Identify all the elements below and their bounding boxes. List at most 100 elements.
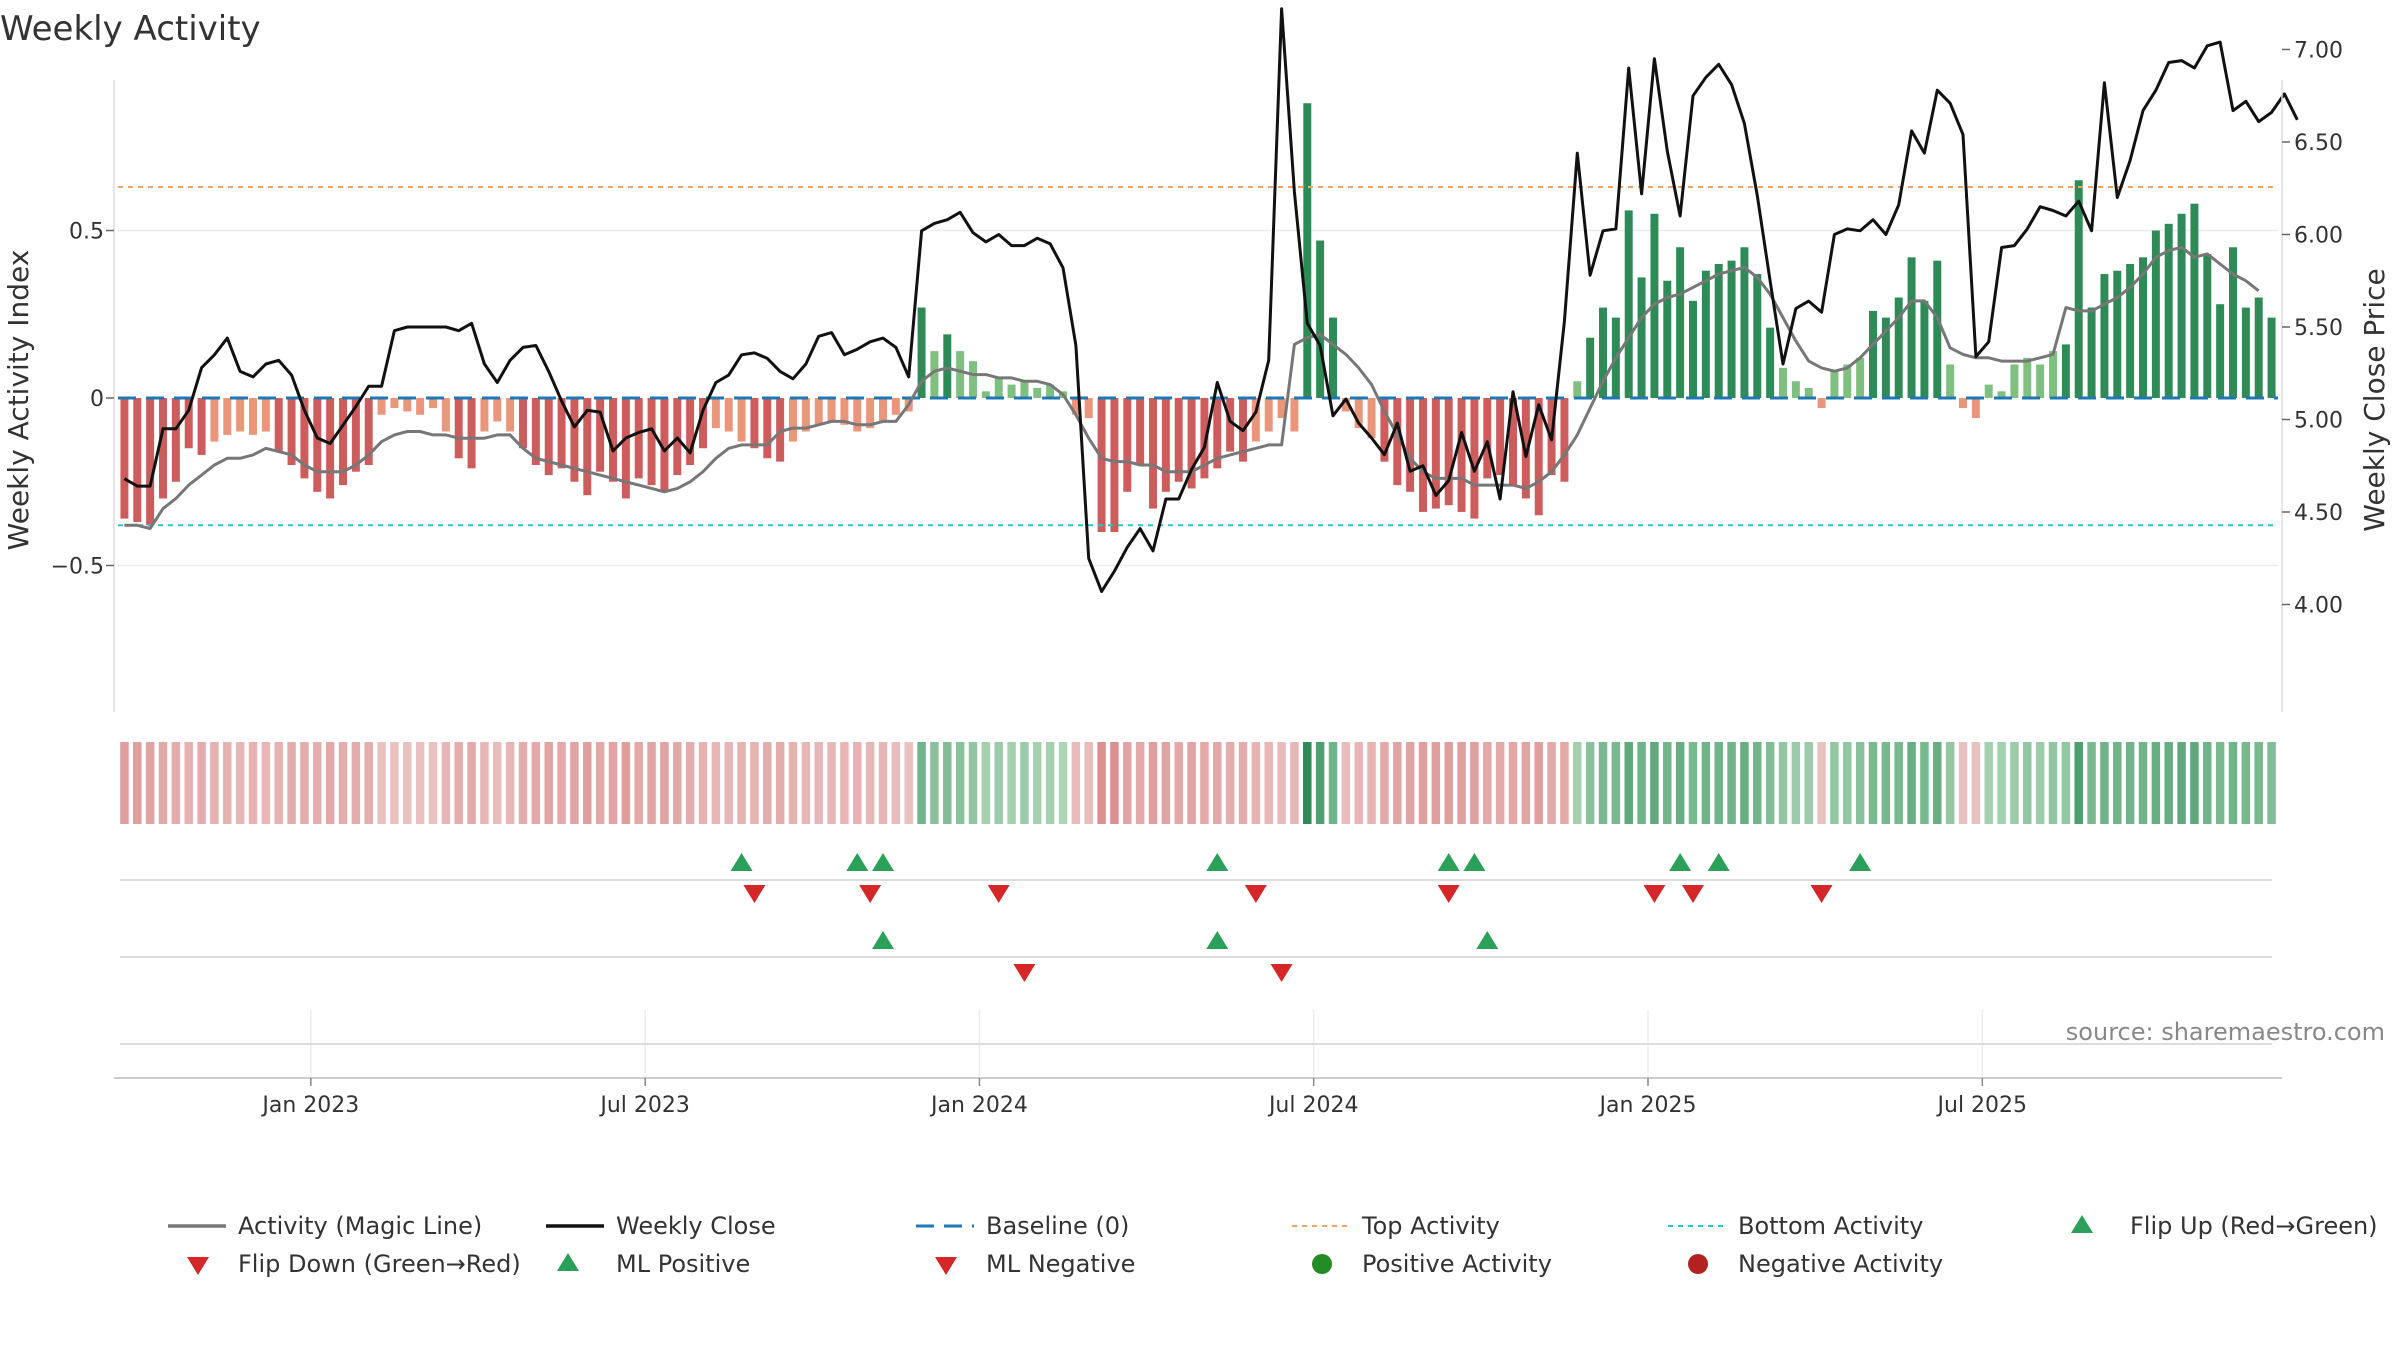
heat-strip-cell [1804,742,1813,824]
activity-bar [1714,264,1723,398]
legend-label: Top Activity [1361,1212,1500,1240]
heat-strip-cell [1855,742,1865,824]
x-tick-label: Jul 2024 [1267,1093,1359,1118]
heat-strip-cell [1843,742,1852,824]
activity-bar [737,398,746,442]
flip-down-marker [1682,885,1704,903]
activity-bar [1367,398,1376,439]
heat-strip-cell [1123,742,1132,824]
activity-bar [943,334,952,398]
heat-strip-cell [647,742,656,824]
heat-strip-cell [2035,742,2045,824]
activity-bar [2216,304,2225,398]
activity-bar [1046,384,1055,398]
activity-bar [1766,327,1775,398]
heat-strip-cell [2138,742,2148,824]
heat-strip-cell [338,742,348,824]
activity-bar [1123,398,1132,492]
heat-strip-cell [1470,742,1479,824]
heat-strip-cell [1020,742,1029,824]
activity-bar [467,398,476,469]
left-axis-title: Weekly Activity Index [2,250,35,551]
activity-bar [1971,398,1980,419]
chart-title: Weekly Activity [0,9,261,49]
activity-bar [261,398,270,432]
activity-bar [1341,398,1350,412]
heat-strip-cell [1238,742,1248,824]
right-tick-label: 6.50 [2294,131,2343,156]
heat-strip-cell [1521,742,1531,824]
right-tick-label: 7.00 [2294,39,2343,64]
heat-strip-cell [1110,742,1119,824]
activity-bar [801,398,810,432]
heat-strip-cell [1200,742,1209,824]
heat-strip-cell [1508,742,1518,824]
legend-item-flipup: Flip Up (Red→Green) [2071,1212,2378,1240]
left-tick-label: 0 [90,387,104,412]
activity-bar [699,398,707,449]
activity-bar [1161,398,1170,492]
heat-strip-cell [1933,742,1942,824]
heat-strip-cell [531,742,541,824]
heat-strip-cell [968,742,978,824]
heat-strip-cell [1753,742,1762,824]
activity-bar [1277,398,1286,419]
activity-bar [2177,213,2186,398]
heat-strip-cell [493,742,502,824]
heat-strip-cell [621,742,631,824]
flip-up-marker [872,853,894,871]
activity-bar [1984,384,1993,398]
heat-strip-cell [2048,742,2058,824]
activity-bar [249,398,257,435]
heat-strip-cell [248,742,258,824]
heat-strip-cell [1598,742,1608,824]
flip-up-marker [1669,853,1692,871]
heat-strip-cell [788,742,798,824]
activity-bar [377,398,386,415]
heat-strip-cell [1585,742,1595,824]
ml-positive-marker [872,931,894,949]
heat-strip-cell [1071,742,1081,824]
activity-bar [454,398,463,459]
heat-strip-cell [1997,742,2006,824]
right-tick-label: 5.50 [2294,316,2343,341]
activity-bar [1740,247,1749,398]
ml-positive-marker [1206,931,1229,949]
flip-down-marker [743,885,766,903]
activity-bar [1149,398,1157,509]
activity-bar [711,398,720,429]
flip-up-marker [846,853,869,871]
heat-strip-cell [351,742,361,824]
activity-bar [506,398,515,432]
weekly-close-line [123,7,2299,593]
activity-bar [2049,351,2057,398]
activity-bar [1753,274,1762,398]
activity-bar [2023,357,2032,398]
activity-bar [1727,260,1736,398]
right-axis-title: Weekly Close Price [2358,268,2391,531]
heat-strip-cell [737,742,746,824]
heat-strip-cell [1148,742,1158,824]
heat-strip-cell [1637,742,1646,824]
activity-bar [1869,310,1877,398]
heat-strip-cell [1187,742,1196,824]
heat-strip-cell [943,742,952,824]
activity-bar [2100,274,2109,398]
right-tick-label: 4.50 [2294,501,2343,526]
flip-up-marker [730,853,753,871]
heat-strip-cell [454,742,463,824]
heat-strip-cell [840,742,849,824]
activity-bar [403,398,412,412]
activity-bar [1200,398,1209,479]
heat-strip-cell [891,742,901,824]
heat-strip-cell [2190,742,2199,824]
activity-bar [2203,253,2212,398]
legend-item-neg: Negative Activity [1688,1250,1943,1278]
legend-item-bottom: Bottom Activity [1668,1212,1923,1240]
heat-strip-cell [2151,742,2161,824]
activity-bar [429,398,437,409]
axes: 0.5 0 −0.5 7.00 6.50 6.00 5.50 5.00 4.50 4.00 [51,39,2343,712]
legend-item-mlpos: ML Positive [557,1250,750,1278]
legend-label: Negative Activity [1738,1250,1943,1278]
activity-bar [2139,257,2147,398]
